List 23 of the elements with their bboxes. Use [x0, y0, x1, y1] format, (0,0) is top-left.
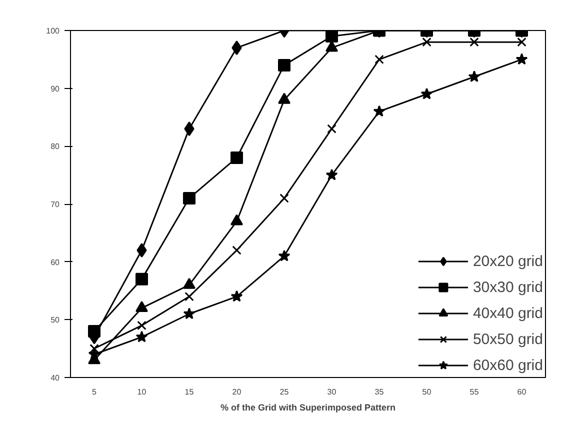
x-tick-label: 55 [470, 388, 480, 396]
x-tick-label: 20 [232, 388, 242, 396]
x-tick-label: 15 [184, 388, 194, 396]
legend-label: 30x30 grid [472, 278, 543, 296]
x-tick-label: 25 [280, 388, 290, 396]
x-tick-label: 35 [374, 388, 384, 396]
legend-label: 20x20 grid [472, 252, 543, 270]
legend-label: 40x40 grid [472, 304, 543, 322]
y-tick-label: 40 [50, 374, 60, 382]
y-tick-label: 100 [46, 26, 60, 36]
y-tick-label: 80 [50, 142, 60, 152]
legend-label: 60x60 grid [472, 356, 543, 374]
x-tick-label: 30 [327, 388, 337, 396]
y-tick-label: 60 [50, 258, 60, 267]
y-tick-label: 70 [50, 200, 60, 209]
x-axis-title: % of the Grid with Superimposed Pattern [220, 402, 396, 412]
x-tick-label: 60 [517, 388, 527, 396]
x-tick-label: 5 [92, 388, 98, 396]
legend-label: 50x50 grid [472, 330, 543, 348]
x-tick-label: 50 [422, 388, 432, 396]
y-tick-label: 90 [50, 84, 60, 94]
y-tick-label: 50 [50, 316, 60, 325]
x-tick-label: 10 [137, 388, 147, 396]
